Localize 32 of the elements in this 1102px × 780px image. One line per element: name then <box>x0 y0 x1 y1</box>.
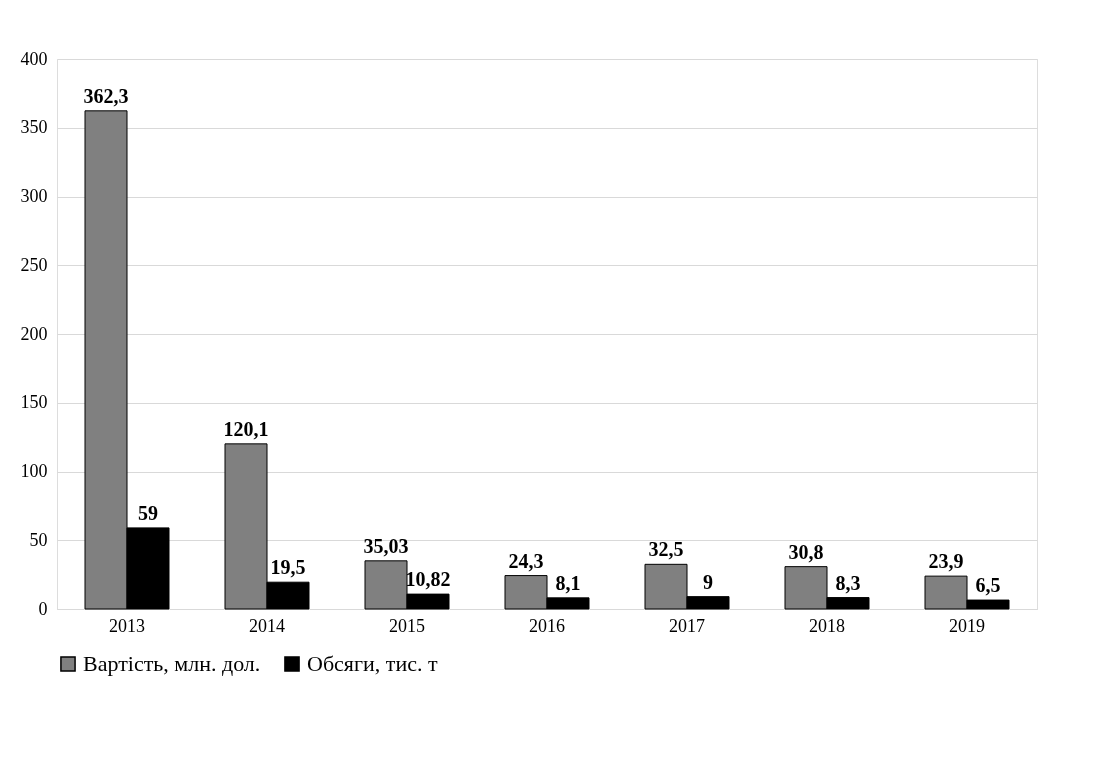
data-label: 8,3 <box>835 571 861 594</box>
data-label: 362,3 <box>83 84 129 107</box>
x-tick-label: 2017 <box>669 615 705 636</box>
x-tick-label: 2015 <box>389 615 425 636</box>
y-tick-label: 300 <box>20 186 48 206</box>
data-label: 23,9 <box>928 550 964 573</box>
data-label: 10,82 <box>405 568 451 591</box>
y-tick-label: 400 <box>20 48 48 69</box>
x-tick-label: 2014 <box>249 615 285 636</box>
data-label: 24,3 <box>508 549 544 572</box>
data-label: 35,03 <box>363 534 409 557</box>
data-label: 59 <box>138 501 158 524</box>
y-tick-label: 150 <box>20 392 48 413</box>
y-tick-label: 100 <box>20 461 48 481</box>
legend-label: Вартість, млн. дол. <box>83 651 261 676</box>
y-tick-label: 50 <box>29 529 48 550</box>
y-tick-label: 200 <box>20 323 48 344</box>
data-label: 19,5 <box>270 556 306 579</box>
data-label: 30,8 <box>788 540 824 563</box>
y-tick-label: 250 <box>20 254 48 275</box>
y-tick-label: 0 <box>38 598 48 619</box>
data-label: 9 <box>703 570 713 593</box>
data-label: 8,1 <box>555 571 581 594</box>
x-tick-label: 2016 <box>529 615 565 636</box>
data-label: 120,1 <box>223 417 269 440</box>
legend-label: Обсяги, тис. т <box>307 651 438 676</box>
x-tick-label: 2018 <box>809 615 845 636</box>
data-label: 6,5 <box>975 574 1001 597</box>
y-tick-label: 350 <box>20 117 48 138</box>
data-label: 32,5 <box>648 538 684 561</box>
x-tick-label: 2013 <box>109 615 145 636</box>
x-tick-label: 2019 <box>949 615 985 636</box>
